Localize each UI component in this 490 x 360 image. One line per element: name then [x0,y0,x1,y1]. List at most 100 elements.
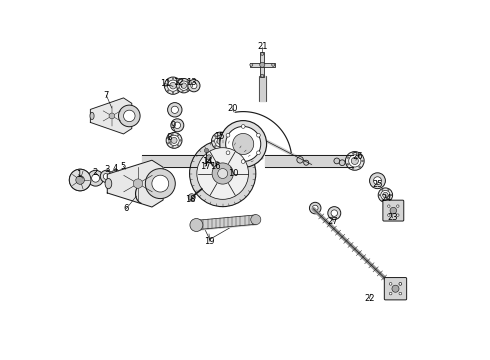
Circle shape [167,90,169,91]
Circle shape [310,202,321,214]
Circle shape [226,133,230,137]
Circle shape [347,157,349,158]
Text: 20: 20 [227,104,238,113]
Text: 15: 15 [214,132,224,140]
Circle shape [334,158,340,164]
Circle shape [352,168,354,169]
Text: 11: 11 [160,79,171,88]
Circle shape [103,174,109,180]
Circle shape [312,205,318,211]
Circle shape [180,140,181,141]
Circle shape [220,133,221,135]
Circle shape [188,194,196,201]
Circle shape [225,160,238,173]
Circle shape [164,77,182,94]
Circle shape [179,81,189,90]
Circle shape [242,125,245,128]
Circle shape [179,85,181,86]
Circle shape [181,83,187,89]
Bar [249,63,275,67]
Circle shape [190,140,256,207]
Circle shape [388,205,390,207]
Circle shape [215,135,226,147]
Circle shape [212,140,214,142]
Circle shape [171,119,184,132]
Circle shape [119,105,140,127]
Circle shape [390,292,392,295]
Circle shape [190,219,203,231]
Circle shape [197,148,248,199]
Circle shape [215,161,219,165]
Circle shape [189,85,191,86]
Circle shape [69,169,91,191]
Circle shape [172,146,173,148]
Circle shape [123,110,135,122]
Circle shape [69,169,91,191]
Circle shape [328,207,341,220]
Circle shape [220,148,221,149]
Circle shape [388,189,389,191]
Ellipse shape [226,126,261,162]
Circle shape [204,148,209,153]
Circle shape [182,79,183,81]
Circle shape [174,122,180,129]
Circle shape [168,103,182,117]
Text: 19: 19 [204,237,215,246]
Circle shape [378,188,392,202]
Circle shape [165,85,167,86]
Text: 4: 4 [113,163,118,172]
Ellipse shape [220,121,267,167]
Text: 7: 7 [104,91,109,100]
Circle shape [75,175,85,185]
Circle shape [178,87,179,89]
Circle shape [167,80,169,81]
Circle shape [187,90,188,91]
Circle shape [351,157,358,165]
Circle shape [133,179,143,188]
Text: 13: 13 [186,77,197,86]
Circle shape [260,62,265,67]
Circle shape [227,140,229,142]
Circle shape [225,145,226,147]
Circle shape [339,160,345,166]
Circle shape [373,177,381,185]
Text: 23: 23 [387,213,398,222]
Circle shape [92,174,99,182]
Circle shape [172,133,173,135]
Circle shape [170,82,176,89]
Circle shape [257,133,260,137]
Text: 18: 18 [185,195,196,204]
Circle shape [188,80,200,92]
Circle shape [369,173,386,189]
Circle shape [176,78,191,93]
Circle shape [191,83,197,89]
Circle shape [382,199,383,201]
Circle shape [177,90,179,91]
Text: 5: 5 [121,162,126,171]
Circle shape [331,210,338,216]
Circle shape [109,113,115,119]
Circle shape [152,175,169,192]
Text: 25: 25 [372,180,383,189]
Text: 6: 6 [123,204,129,213]
Polygon shape [90,98,132,134]
Circle shape [297,157,303,163]
Circle shape [399,292,402,295]
Polygon shape [107,160,163,207]
Text: 16: 16 [210,162,221,171]
Circle shape [187,80,188,82]
Text: 8: 8 [167,133,172,142]
Circle shape [261,52,264,55]
Text: 27: 27 [328,217,339,226]
Circle shape [362,160,364,162]
Circle shape [76,176,84,184]
Circle shape [177,80,179,81]
Circle shape [390,207,396,214]
FancyBboxPatch shape [383,200,404,221]
Circle shape [381,190,390,200]
Circle shape [390,283,392,285]
Circle shape [349,155,361,167]
Circle shape [304,160,309,165]
Text: 12: 12 [173,77,184,86]
Circle shape [178,82,179,84]
